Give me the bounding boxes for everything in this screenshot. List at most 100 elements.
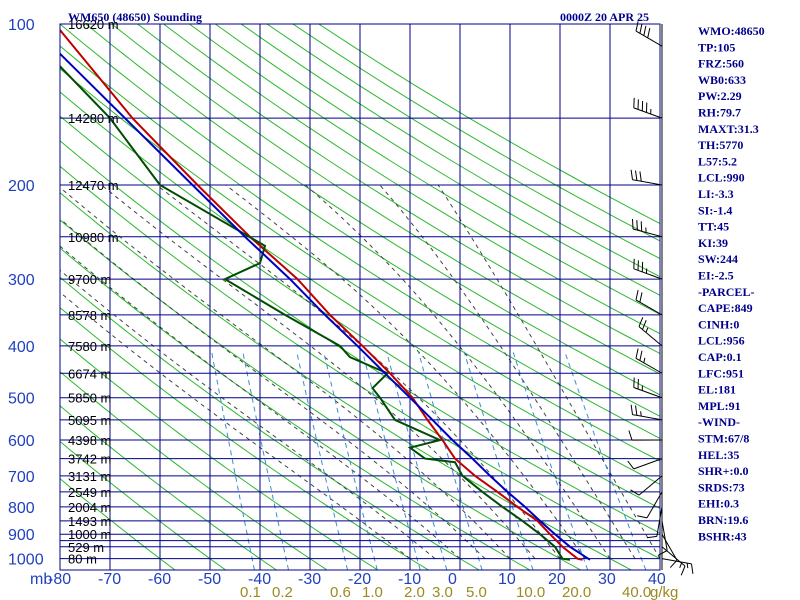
temperature-tick-label: 40 — [648, 571, 666, 588]
height-label: 2549 m — [68, 485, 111, 500]
mixing-ratio-line — [211, 351, 255, 570]
sounding-index-line: WB0:633 — [698, 73, 746, 87]
height-label: 80 m — [68, 552, 97, 567]
mixing-ratio-label: 3.0 — [432, 584, 453, 600]
height-label: 5850 m — [68, 391, 111, 406]
mixing-ratio-label: 5.0 — [466, 584, 487, 600]
sounding-index-line: CAP:0.1 — [698, 350, 742, 364]
dry-adiabat-line — [60, 306, 429, 570]
wind-barb — [661, 558, 694, 574]
height-label: 529 m — [68, 540, 104, 555]
height-label: 1493 m — [68, 514, 111, 529]
mixing-ratio-line — [463, 351, 534, 570]
temperature-tick-label: -20 — [348, 571, 371, 588]
pressure-tick-label: 900 — [8, 527, 35, 544]
dry-adiabat-line — [85, 24, 660, 396]
sounding-index-line: TP:105 — [698, 40, 735, 54]
height-label: 3131 m — [68, 469, 111, 484]
sounding-index-line: CINH:0 — [698, 317, 739, 331]
plot-lines — [60, 24, 660, 570]
height-label: 14280 m — [68, 111, 119, 126]
height-label: 1000 m — [68, 527, 111, 542]
wind-barb — [630, 169, 663, 186]
sounding-index-line: LI:-3.3 — [698, 187, 734, 201]
height-label: 5095 m — [68, 413, 111, 428]
wind-barb — [635, 348, 663, 374]
moist-adiabat-line — [156, 184, 561, 560]
mixing-ratio-label: 40.0 — [622, 584, 651, 600]
dry-adiabat-line — [189, 24, 660, 315]
wind-barb — [658, 520, 668, 556]
temperature-tick-label: -30 — [298, 571, 321, 588]
dry-adiabat-line — [240, 24, 660, 278]
dry-adiabat-line — [60, 477, 176, 570]
dry-adiabat-line — [214, 24, 660, 296]
height-label: 4398 m — [68, 433, 111, 448]
temperature-tick-label: -10 — [398, 571, 421, 588]
pressure-tick-label: 200 — [8, 178, 35, 195]
station-title: WM650 (48650) Sounding — [68, 10, 202, 24]
pressure-tick-label: 600 — [8, 433, 35, 450]
dry-adiabat-line — [60, 371, 328, 570]
wind-barb — [661, 546, 686, 576]
wind-barb — [637, 491, 663, 519]
dry-adiabat-line — [111, 24, 660, 375]
sounding-index-line: L57:5.2 — [698, 154, 737, 168]
sounding-index-line: SRDS:73 — [698, 480, 745, 494]
sounding-time: 0000Z 20 APR 25 — [560, 10, 649, 24]
height-label: 10980 m — [68, 230, 119, 245]
height-label: 9700 m — [68, 272, 111, 287]
pressure-tick-label: 400 — [8, 339, 35, 356]
moist-adiabat-line — [305, 184, 611, 559]
sounding-index-line: EHI:0.3 — [698, 497, 739, 511]
moist-adiabat-line — [225, 184, 586, 559]
wind-barb — [635, 289, 663, 316]
dry-adiabat-line — [60, 338, 379, 570]
sounding-index-line: SW:244 — [698, 252, 738, 266]
height-label: 16620 m — [68, 17, 119, 32]
wind-barb — [632, 218, 663, 238]
sounding-index-line: RH:79.7 — [698, 106, 741, 120]
mixing-ratio-label: 0.1 — [240, 584, 261, 600]
temperature-tick-label: -50 — [198, 571, 221, 588]
moist-adiabat-line — [60, 186, 511, 560]
sounding-series-line — [60, 65, 571, 561]
sounding-index-line: -PARCEL- — [698, 285, 754, 299]
wind-barb — [630, 475, 663, 496]
wind-barb — [630, 404, 663, 421]
pressure-unit-label: mb — [30, 571, 52, 588]
height-label: 7580 m — [68, 339, 111, 354]
sounding-index-line: LFC:951 — [698, 366, 744, 380]
sounding-index-line: SHR+:0.0 — [698, 464, 749, 478]
pressure-tick-label: 700 — [8, 469, 35, 486]
wind-barb — [635, 21, 663, 47]
mixing-ratio-label: 20.0 — [562, 584, 591, 600]
wind-barb — [661, 533, 678, 568]
sounding-index-line: PW:2.29 — [698, 89, 742, 103]
temperature-tick-label: 0 — [448, 571, 457, 588]
dry-adiabat-line — [60, 405, 277, 570]
sounding-index-line: STM:67/8 — [698, 432, 749, 446]
plot-frame — [59, 23, 661, 571]
sounding-index-line: BSHR:43 — [698, 529, 747, 543]
sounding-series-line — [60, 28, 583, 561]
sounding-index-line: BRN:19.6 — [698, 513, 748, 527]
sounding-index-line: FRZ:560 — [698, 57, 744, 71]
dry-adiabat-line — [60, 165, 660, 560]
temperature-tick-label: 20 — [548, 571, 566, 588]
wind-barb — [628, 430, 663, 441]
mixing-ratio-label: 2.0 — [404, 584, 425, 600]
dry-adiabat-line — [137, 24, 660, 355]
mixing-ratio-label: 1.0 — [362, 584, 383, 600]
pressure-tick-label: 800 — [8, 500, 35, 517]
dry-adiabat-line — [60, 192, 632, 570]
dry-adiabat-line — [266, 24, 660, 260]
dry-adiabat-line — [60, 440, 226, 570]
mixing-ratio-line — [512, 351, 589, 570]
mixing-ratio-line — [564, 351, 647, 570]
moist-adiabat-line — [60, 245, 461, 560]
dry-adiabat-line — [60, 24, 660, 417]
pressure-tick-label: 1000 — [8, 552, 44, 569]
height-label: 2004 m — [68, 500, 111, 515]
